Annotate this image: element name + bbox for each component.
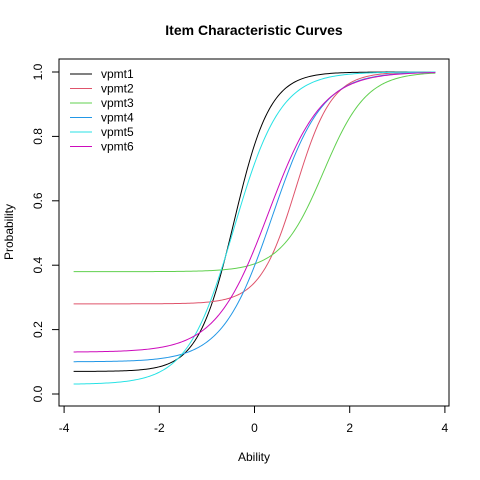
y-tick-label: 0.4: [31, 257, 45, 274]
y-tick-label: 0.0: [31, 385, 45, 402]
x-tick-label: -4: [59, 421, 70, 435]
x-tick-label: 4: [442, 421, 449, 435]
curve-vpmt3: [73, 72, 436, 273]
legend-label-vpmt4: vpmt4: [101, 111, 134, 125]
y-tick-label: 0.2: [31, 321, 45, 338]
curve-vpmt5: [73, 71, 436, 385]
x-tick-label: 2: [346, 421, 353, 435]
x-tick-label: -2: [154, 421, 165, 435]
y-axis: 0.0 0.2 0.4 0.6 0.8 1.0: [31, 63, 60, 402]
curve-vpmt6: [73, 72, 436, 353]
legend-label-vpmt2: vpmt2: [101, 82, 134, 96]
y-tick-label: 0.8: [31, 128, 45, 145]
x-axis-label: Ability: [238, 450, 270, 464]
y-tick-label: 1.0: [31, 63, 45, 80]
x-tick-label: 0: [251, 421, 258, 435]
curves-group: [73, 71, 436, 385]
x-axis: -4 -2 0 2 4: [59, 405, 449, 435]
legend-label-vpmt6: vpmt6: [101, 140, 134, 154]
chart-title: Item Characteristic Curves: [165, 22, 343, 38]
y-tick-label: 0.6: [31, 192, 45, 209]
y-axis-label: Probability: [2, 204, 16, 260]
legend-label-vpmt1: vpmt1: [101, 67, 134, 81]
legend-label-vpmt5: vpmt5: [101, 125, 134, 139]
curve-vpmt2: [73, 71, 436, 305]
legend-label-vpmt3: vpmt3: [101, 96, 134, 110]
curve-vpmt1: [73, 71, 436, 372]
